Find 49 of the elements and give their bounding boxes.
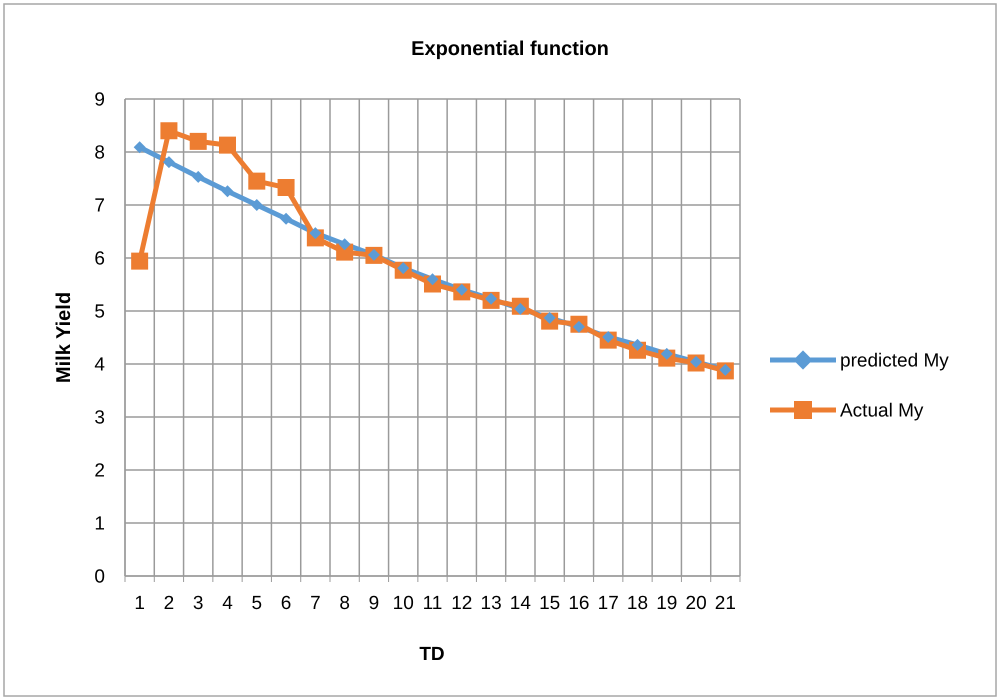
x-tick-label: 7 (310, 593, 321, 614)
y-tick-label: 9 (94, 90, 105, 111)
legend-label: predicted My (840, 350, 950, 372)
point (250, 199, 263, 211)
x-tick-label: 11 (422, 593, 442, 614)
point (222, 185, 234, 198)
point (338, 238, 351, 250)
y-tick-label: 3 (94, 408, 105, 429)
point (190, 132, 207, 150)
x-tick-label: 19 (656, 593, 678, 614)
point (192, 170, 204, 183)
chart-title: Exponential function (411, 38, 609, 60)
y-tick-label: 0 (94, 566, 105, 588)
x-tick-label: 15 (539, 593, 560, 614)
x-tick-label: 6 (280, 593, 292, 614)
x-tick-label: 8 (339, 593, 350, 614)
x-tick-label: 1 (134, 593, 145, 614)
x-tick-label: 2 (164, 593, 174, 614)
x-tick-label: 13 (480, 593, 502, 614)
y-tick-label: 2 (94, 460, 105, 482)
x-tick-label: 12 (451, 593, 472, 614)
point (160, 122, 178, 140)
point (278, 179, 295, 196)
y-tick-label: 6 (94, 248, 105, 270)
x-tick-label: 10 (392, 593, 414, 614)
x-tick-label: 18 (626, 593, 648, 614)
y-tick-label: 5 (94, 302, 105, 323)
point (280, 212, 292, 225)
x-tick-label: 21 (714, 593, 736, 614)
x-tick-label: 17 (598, 593, 619, 614)
point (219, 136, 236, 154)
x-tick-label: 16 (568, 593, 590, 614)
y-tick-label: 8 (94, 142, 105, 164)
x-axis-title: TD (419, 644, 445, 665)
x-tick-label: 20 (686, 593, 707, 614)
point (162, 156, 175, 168)
x-tick-label: 14 (510, 593, 532, 614)
x-tick-label: 4 (222, 593, 234, 614)
legend-label: Actual My (840, 400, 924, 422)
y-axis-title: Milk Yield (53, 292, 75, 384)
y-tick-label: 7 (94, 196, 105, 217)
y-tick-label: 1 (94, 514, 105, 535)
point (131, 252, 148, 270)
x-tick-label: 9 (368, 593, 380, 614)
x-tick-label: 5 (251, 593, 262, 614)
x-tick-label: 3 (192, 593, 204, 614)
y-tick-label: 4 (94, 354, 106, 376)
point (248, 172, 266, 190)
point (134, 141, 146, 154)
